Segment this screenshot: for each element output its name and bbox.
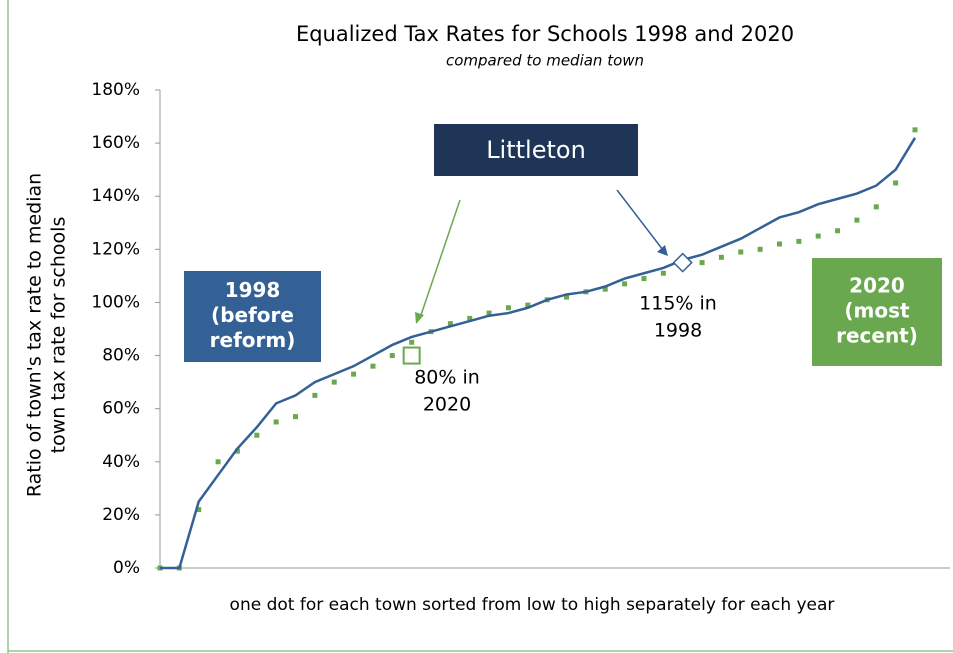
dot bbox=[525, 302, 531, 308]
legend-label: recent) bbox=[836, 324, 918, 348]
highlight-name: Littleton bbox=[486, 136, 586, 164]
dot bbox=[602, 286, 608, 292]
dot bbox=[486, 310, 492, 316]
dot bbox=[254, 432, 260, 438]
x-axis-label: one dot for each town sorted from low to… bbox=[230, 595, 835, 615]
arrow-head bbox=[415, 312, 424, 324]
dot bbox=[873, 204, 879, 210]
y-tick-label: 180% bbox=[91, 80, 140, 100]
y-tick-label: 100% bbox=[91, 292, 140, 312]
arrow bbox=[419, 199, 461, 319]
y-axis-label-line: Ratio of town's tax rate to median bbox=[24, 173, 46, 497]
dot bbox=[234, 448, 240, 454]
chart-subtitle: compared to median town bbox=[446, 52, 644, 70]
dot bbox=[312, 392, 318, 398]
dot bbox=[776, 241, 782, 247]
highlight-label: 115% in bbox=[639, 293, 717, 315]
dot bbox=[738, 249, 744, 255]
dot bbox=[467, 315, 473, 321]
dot bbox=[564, 294, 570, 300]
arrow-head bbox=[657, 245, 668, 256]
dot bbox=[447, 321, 453, 327]
y-tick-label: 0% bbox=[113, 558, 140, 578]
y-axis-label-line: town tax rate for schools bbox=[48, 217, 70, 454]
highlight-label: 2020 bbox=[423, 394, 471, 416]
y-axis-label: Ratio of town's tax rate to median town … bbox=[24, 173, 70, 497]
highlight-label: 80% in bbox=[414, 367, 480, 389]
series-line bbox=[160, 137, 917, 570]
legend-box bbox=[812, 258, 942, 366]
dot bbox=[912, 127, 918, 133]
dot bbox=[641, 276, 647, 282]
dot bbox=[757, 246, 763, 252]
y-tick-label: 60% bbox=[102, 399, 140, 419]
dot bbox=[699, 260, 705, 266]
highlight-marker bbox=[402, 346, 421, 365]
dot bbox=[893, 180, 899, 186]
chart-title: Equalized Tax Rates for Schools 1998 and… bbox=[296, 22, 794, 46]
dot bbox=[854, 217, 860, 223]
legend-label: 2020 bbox=[849, 274, 905, 298]
dot bbox=[660, 270, 666, 276]
y-tick-label: 120% bbox=[91, 239, 140, 259]
legend-label: 1998 bbox=[225, 278, 281, 302]
highlight-box bbox=[434, 124, 638, 176]
dot bbox=[273, 419, 279, 425]
legend-label: (most bbox=[844, 299, 910, 323]
legend-box bbox=[184, 271, 321, 362]
dot bbox=[389, 353, 395, 359]
y-tick-label: 40% bbox=[102, 452, 140, 472]
dot bbox=[215, 459, 221, 465]
dot bbox=[718, 254, 724, 260]
y-tick-label: 140% bbox=[91, 186, 140, 206]
dot bbox=[196, 507, 202, 513]
legend-label: reform) bbox=[210, 328, 296, 352]
dot bbox=[815, 233, 821, 239]
dot bbox=[409, 339, 415, 345]
y-tick-label: 160% bbox=[91, 133, 140, 153]
dot bbox=[796, 238, 802, 244]
highlight-marker bbox=[672, 252, 693, 273]
arrow bbox=[616, 189, 664, 251]
legend-label: (before bbox=[211, 303, 294, 327]
dot bbox=[351, 371, 357, 377]
dot bbox=[505, 305, 511, 311]
dot bbox=[293, 414, 299, 420]
dot bbox=[331, 379, 337, 385]
y-tick-label: 80% bbox=[102, 346, 140, 366]
dot bbox=[835, 228, 841, 234]
dot bbox=[622, 281, 628, 287]
y-tick-label: 20% bbox=[102, 505, 140, 525]
highlight-label: 1998 bbox=[654, 320, 702, 342]
dot bbox=[370, 363, 376, 369]
